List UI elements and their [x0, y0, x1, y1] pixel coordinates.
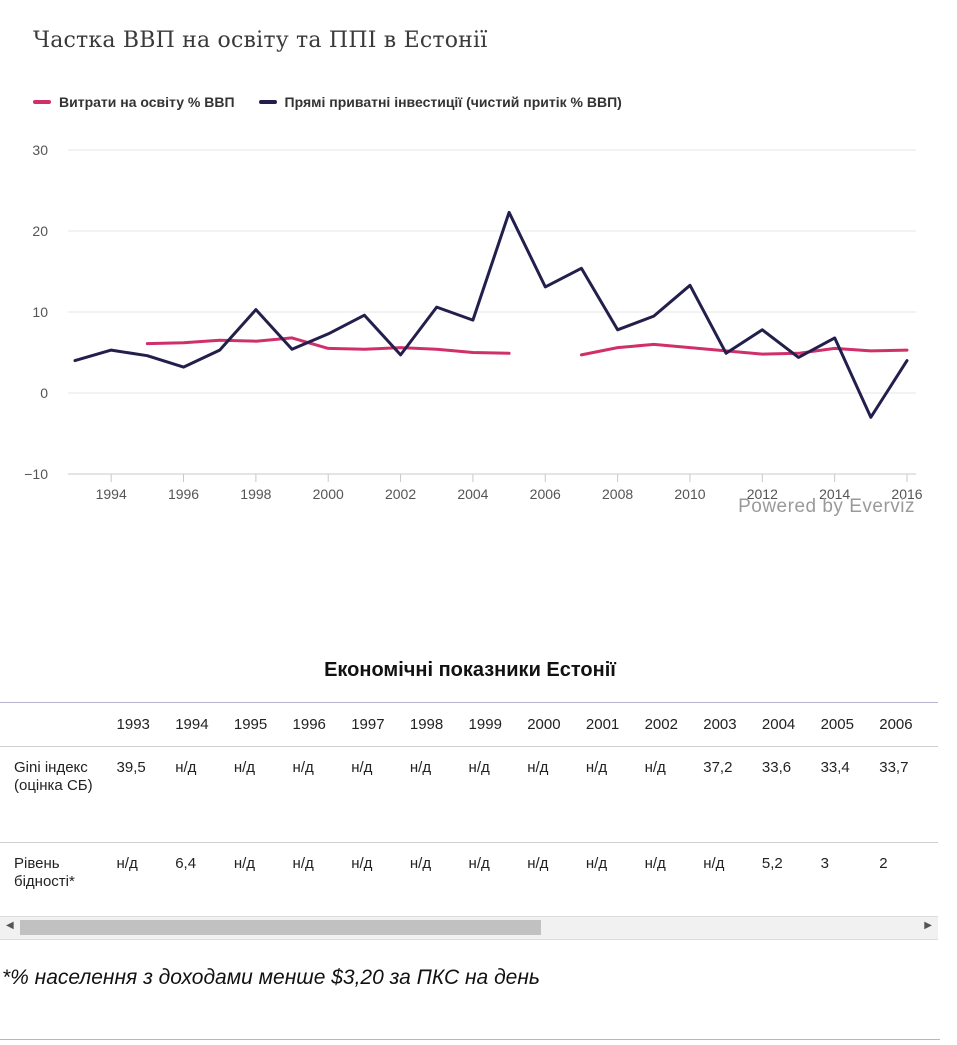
indicators-table: 1993 1994 1995 1996 1997 1998 1999 2000 2001 2002… — [0, 703, 938, 917]
table-header-year: 1993 — [117, 703, 176, 747]
table-cell: 6,4 — [175, 843, 234, 917]
table-header-year: 1995 — [234, 703, 293, 747]
table-cell: 33,6 — [762, 747, 821, 843]
table-cell: н/д — [234, 843, 293, 917]
table-cell: 2 — [879, 843, 938, 917]
bottom-divider — [0, 1039, 940, 1040]
x-tick-label: 2008 — [602, 486, 633, 502]
table-header-row: 1993 1994 1995 1996 1997 1998 1999 2000 2001 2002… — [0, 703, 938, 747]
table-header-empty — [0, 703, 117, 747]
chart-legend: Витрати на освіту % ВВП Прямі приватні і… — [33, 94, 622, 110]
table-cell: н/д — [234, 747, 293, 843]
chart-title: Частка ВВП на освіту та ППІ в Естонії — [33, 28, 488, 53]
table-cell: н/д — [469, 843, 528, 917]
legend-swatch-education — [33, 100, 51, 104]
table-cell: н/д — [117, 843, 176, 917]
scroll-left-arrow-icon[interactable]: ◀ — [6, 920, 14, 931]
x-tick-label: 2010 — [674, 486, 705, 502]
table-row-label: Рівень бідності* — [0, 843, 117, 917]
y-tick-label: 20 — [32, 223, 48, 239]
table-header-year: 2006 — [879, 703, 938, 747]
table-horizontal-scrollbar[interactable]: ◀ ▶ — [0, 916, 938, 940]
table-header-year: 2000 — [527, 703, 586, 747]
legend-label-fdi: Прямі приватні інвестиції (чистий притік… — [285, 94, 622, 110]
table-title: Економічні показники Естонії — [0, 659, 940, 682]
table-cell: н/д — [351, 747, 410, 843]
table-cell: н/д — [645, 843, 704, 917]
table-cell: н/д — [586, 843, 645, 917]
x-tick-label: 1994 — [96, 486, 127, 502]
y-tick-label: −10 — [24, 466, 48, 482]
scroll-right-arrow-icon[interactable]: ▶ — [924, 920, 932, 931]
table-cell: н/д — [351, 843, 410, 917]
table-row-label: Gini індекс (оцінка СБ) — [0, 747, 117, 843]
table-header-year: 1999 — [469, 703, 528, 747]
table-header-year: 2003 — [703, 703, 762, 747]
table-cell: н/д — [293, 747, 352, 843]
table-cell: н/д — [410, 843, 469, 917]
legend-label-education: Витрати на освіту % ВВП — [59, 94, 235, 110]
table-cell: н/д — [645, 747, 704, 843]
table-cell: 39,5 — [117, 747, 176, 843]
chart-grid — [68, 150, 916, 474]
chart-series — [75, 212, 907, 417]
legend-item-fdi[interactable]: Прямі приватні інвестиції (чистий притік… — [259, 94, 622, 110]
y-axis-ticks: 30 20 10 0 −10 — [24, 142, 48, 482]
x-tick-label: 2002 — [385, 486, 416, 502]
y-tick-label: 30 — [32, 142, 48, 158]
table-header-year: 1996 — [293, 703, 352, 747]
legend-swatch-fdi — [259, 100, 277, 104]
table-cell: 5,2 — [762, 843, 821, 917]
table-cell: 33,7 — [879, 747, 938, 843]
scrollbar-thumb[interactable] — [20, 920, 541, 935]
x-tick-label: 1996 — [168, 486, 199, 502]
x-tick-label: 2000 — [313, 486, 344, 502]
table-cell: 33,4 — [821, 747, 880, 843]
indicators-table-container: 1993 1994 1995 1996 1997 1998 1999 2000 2001 2002… — [0, 702, 938, 917]
table-header-year: 1998 — [410, 703, 469, 747]
table-header-year: 2004 — [762, 703, 821, 747]
y-tick-label: 0 — [40, 385, 48, 401]
table-header-year: 2001 — [586, 703, 645, 747]
table-header-year: 1997 — [351, 703, 410, 747]
x-tick-label: 1998 — [240, 486, 271, 502]
series-line-fdi[interactable] — [75, 212, 907, 417]
chart-credit[interactable]: Powered by Everviz — [738, 496, 915, 518]
table-row: Gini індекс (оцінка СБ) 39,5 н/д н/д н/д н/д н… — [0, 747, 938, 843]
table-cell: 37,2 — [703, 747, 762, 843]
table-cell: н/д — [175, 747, 234, 843]
table-cell: н/д — [469, 747, 528, 843]
table-header-year: 2005 — [821, 703, 880, 747]
table-row: Рівень бідності* н/д 6,4 н/д н/д н/д н/д н/д н/д… — [0, 843, 938, 917]
legend-item-education[interactable]: Витрати на освіту % ВВП — [33, 94, 235, 110]
footnote: *% населення з доходами менше $3,20 за П… — [2, 966, 540, 990]
table-header-year: 1994 — [175, 703, 234, 747]
table-cell: н/д — [527, 747, 586, 843]
table-cell: н/д — [586, 747, 645, 843]
x-tick-label: 2006 — [530, 486, 561, 502]
table-cell: н/д — [527, 843, 586, 917]
x-tick-label: 2004 — [457, 486, 488, 502]
table-cell: 3 — [821, 843, 880, 917]
table-header-year: 2002 — [645, 703, 704, 747]
table-cell: н/д — [293, 843, 352, 917]
y-tick-label: 10 — [32, 304, 48, 320]
table-cell: н/д — [410, 747, 469, 843]
table-cell: н/д — [703, 843, 762, 917]
